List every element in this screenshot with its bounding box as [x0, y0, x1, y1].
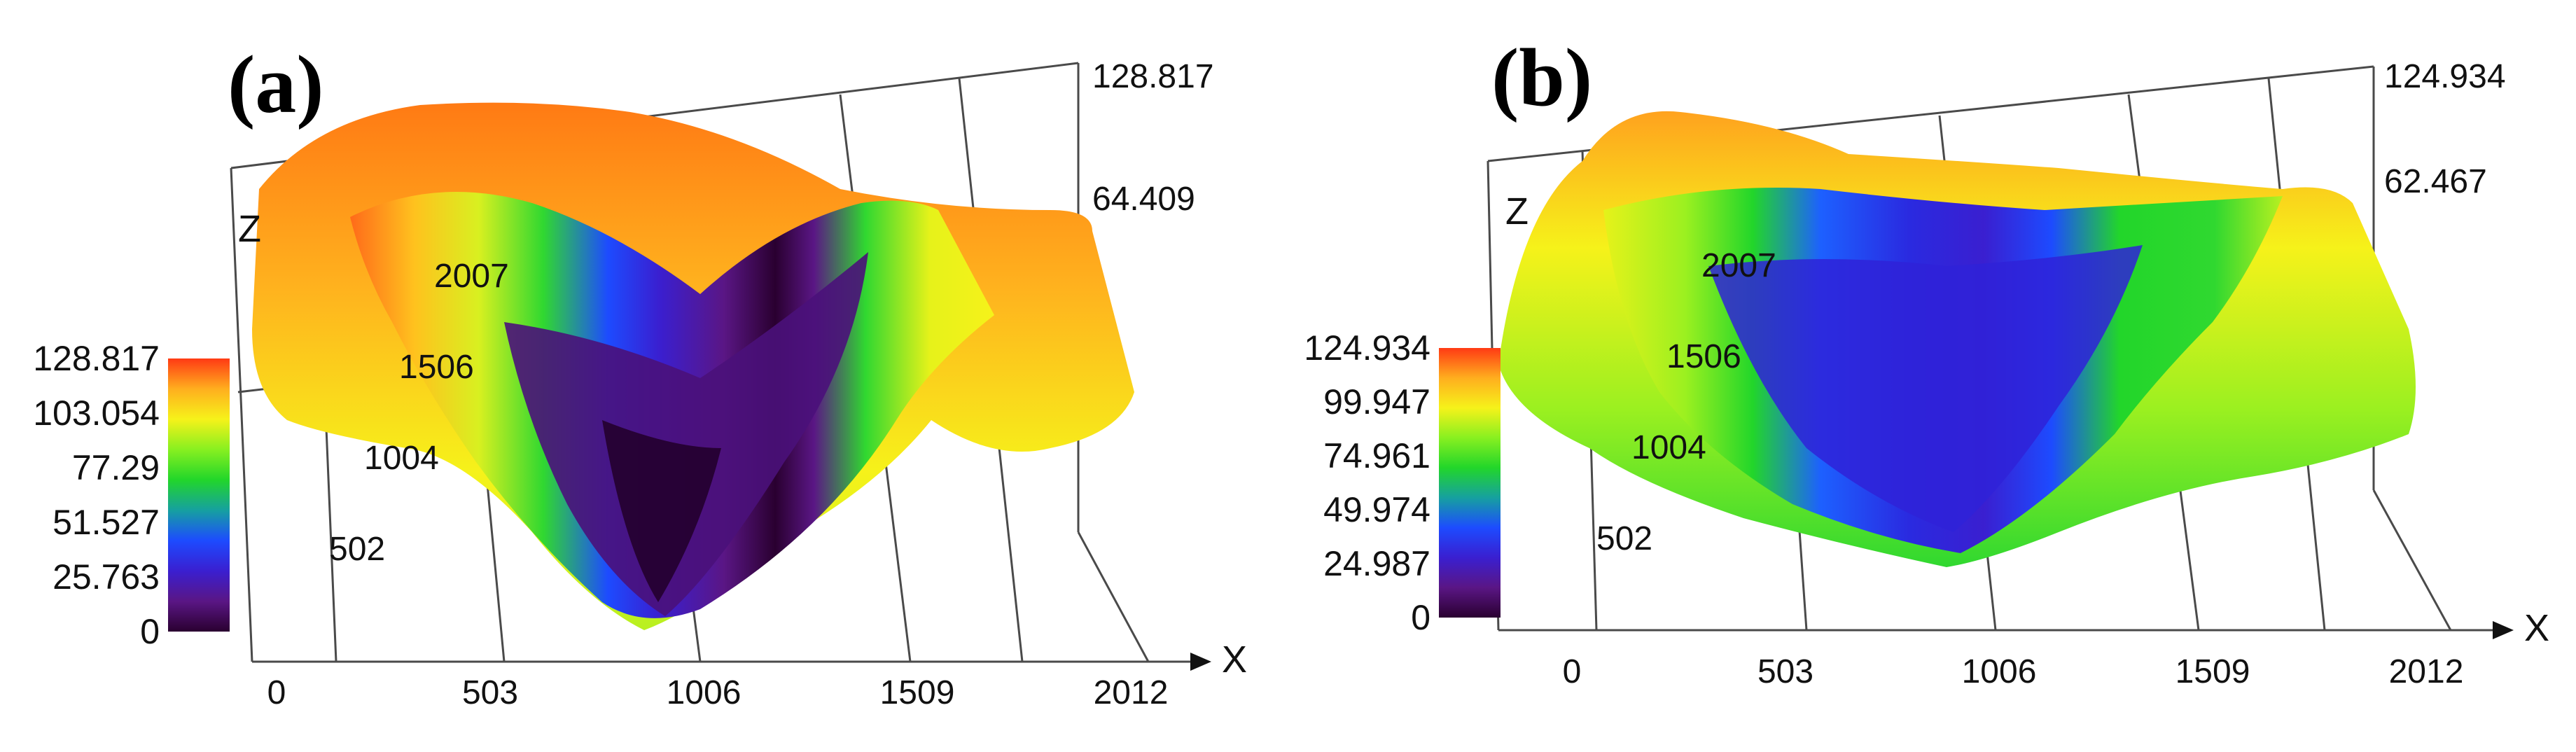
colorbar-tick-label: 74.961	[1323, 436, 1430, 475]
x-tick-label: 1006	[667, 674, 742, 711]
surface-a	[252, 102, 1134, 630]
colorbar-tick-label: 0	[1411, 598, 1430, 637]
y-tick-label: 502	[329, 531, 385, 568]
y-tick-labels-a: 502 1004 1506 2007	[329, 258, 509, 568]
surface-b	[1498, 111, 2416, 567]
colorbar-tick-label: 24.987	[1323, 544, 1430, 583]
x-tick-label: 1509	[2175, 653, 2250, 690]
colorbar-labels-b: 0 24.987 49.974 74.961 99.947 124.934	[1304, 328, 1430, 637]
surface-chart-a: 0 25.763 51.527 77.29 103.054 128.817 0 503 100…	[33, 39, 1247, 711]
y-tick-label: 502	[1596, 520, 1652, 557]
x-tick-label: 503	[462, 674, 518, 711]
colorbar-labels-a: 0 25.763 51.527 77.29 103.054 128.817	[33, 339, 160, 651]
z-tick-label: 128.817	[1092, 58, 1214, 95]
y-tick-label: 2007	[1701, 247, 1776, 284]
colorbar-tick-label: 128.817	[33, 339, 160, 378]
x-tick-label: 503	[1757, 653, 1813, 690]
chart-panel-b: 0 24.987 49.974 74.961 99.947 124.934 0 503 100…	[1288, 0, 2576, 752]
colorbar-tick-label: 99.947	[1323, 382, 1430, 422]
colorbar-tick-label: 25.763	[53, 557, 160, 597]
panel-label-a: (a)	[228, 39, 324, 130]
z-tick-label: 62.467	[2384, 163, 2487, 200]
colorbar-b	[1439, 348, 1501, 618]
z-axis-label-a: Z	[238, 208, 261, 250]
x-tick-label: 0	[267, 674, 286, 711]
y-tick-label: 2007	[434, 258, 509, 295]
x-tick-label: 2012	[1094, 674, 1169, 711]
x-tick-label: 2012	[2389, 653, 2464, 690]
y-tick-label: 1004	[364, 440, 439, 477]
y-tick-labels-b: 502 1004 1506 2007	[1596, 247, 1776, 557]
z-tick-labels-a: 64.409 128.817	[1092, 58, 1214, 218]
x-axis-label-b: X	[2524, 607, 2549, 649]
x-tick-labels-a: 0 503 1006 1509 2012	[267, 674, 1169, 711]
colorbar-tick-label: 77.29	[72, 448, 160, 487]
surface-chart-b: 0 24.987 49.974 74.961 99.947 124.934 0 503 100…	[1304, 32, 2549, 690]
z-tick-label: 124.934	[2384, 58, 2506, 95]
colorbar-tick-label: 49.974	[1323, 490, 1430, 529]
x-tick-label: 1509	[880, 674, 955, 711]
colorbar-a	[168, 358, 230, 632]
y-tick-label: 1506	[1666, 338, 1741, 375]
colorbar-tick-label: 51.527	[53, 503, 160, 542]
colorbar-tick-label: 124.934	[1304, 328, 1430, 368]
z-tick-labels-b: 62.467 124.934	[2384, 58, 2506, 200]
x-tick-label: 1006	[1962, 653, 2037, 690]
x-axis-label-a: X	[1222, 639, 1247, 681]
colorbar-tick-label: 103.054	[33, 394, 160, 433]
x-tick-label: 0	[1563, 653, 1582, 690]
z-axis-label-b: Z	[1505, 190, 1529, 232]
chart-panel-a: 0 25.763 51.527 77.29 103.054 128.817 0 503 100…	[33, 39, 1247, 711]
panel-label-b: (b)	[1491, 32, 1592, 123]
colorbar-tick-label: 0	[140, 612, 160, 651]
y-tick-label: 1506	[399, 349, 474, 386]
y-tick-label: 1004	[1631, 429, 1706, 466]
z-tick-label: 64.409	[1092, 181, 1195, 218]
x-tick-labels-b: 0 503 1006 1509 2012	[1563, 653, 2464, 690]
